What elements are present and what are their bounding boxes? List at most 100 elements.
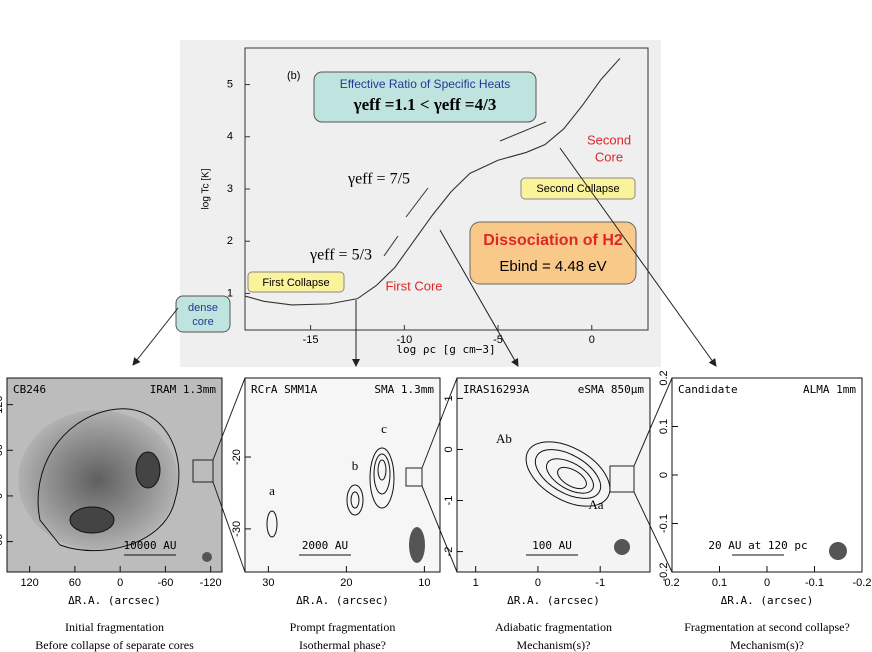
source-label: c [381, 421, 387, 436]
y-tick-label: 0.1 [658, 419, 670, 434]
x-axis-label: ΔR.A. (arcsec) [68, 594, 161, 607]
panel-frame [456, 377, 651, 573]
caption: Mechanism(s)? [730, 638, 804, 652]
panel-frame [6, 377, 223, 573]
y-tick-label: 120 [0, 395, 5, 413]
annotation: Ebind = 4.48 eV [499, 258, 606, 275]
y-tick-label: 3 [227, 183, 233, 195]
curve [244, 58, 621, 306]
source-label: b [352, 458, 359, 473]
y-tick-label: 5 [227, 78, 233, 90]
annotation: γeff =1.1 < γeff =4/3 [353, 95, 497, 114]
callout [175, 295, 231, 333]
annotation: core [192, 316, 213, 328]
caption: Prompt fragmentation [290, 620, 396, 634]
callout [247, 271, 345, 293]
y-tick-label: 2 [227, 235, 233, 247]
x-tick-label: 0 [535, 577, 541, 589]
annotation: γeff = 7/5 [347, 171, 410, 188]
y-tick-label: 0 [443, 446, 455, 452]
caption: Initial fragmentation [65, 620, 164, 634]
y-tick-label: -0.1 [658, 514, 670, 533]
annotation: Effective Ratio of Specific Heats [340, 77, 511, 91]
caption: Before collapse of separate cores [35, 638, 194, 652]
y-axis-label: log Tc [K] [201, 168, 212, 209]
panel-title: IRAS16293A [463, 383, 530, 396]
x-tick-label: -0.2 [853, 577, 872, 589]
source-label: a [269, 483, 275, 498]
y-tick-label: -1 [443, 496, 455, 506]
y-tick-label: -20 [231, 449, 243, 465]
annotation: Second [587, 132, 631, 147]
x-axis-label: ΔR.A. (arcsec) [296, 594, 389, 607]
panel-label: (b) [287, 70, 300, 82]
y-tick-label: -0.2 [658, 563, 670, 582]
x-tick-label: 30 [262, 577, 274, 589]
x-tick-label: 10 [418, 577, 430, 589]
zoom-lines [212, 377, 673, 573]
panel-images [7, 378, 862, 572]
panel-frame [244, 377, 441, 573]
panel-title: Candidate [678, 383, 738, 396]
gamma-segment [405, 187, 429, 218]
callout [469, 221, 637, 285]
caption: Mechanism(s)? [517, 638, 591, 652]
arrows [132, 147, 717, 367]
annotation: dense [188, 302, 218, 314]
x-axis-label: log ρc [g cm−3] [396, 343, 495, 356]
x-tick-label: -10 [396, 334, 412, 346]
x-tick-label: 0 [589, 334, 595, 346]
annotation: Core [595, 149, 623, 164]
y-tick-label: 1 [443, 395, 455, 401]
panel-title: IRAM 1.3mm [150, 383, 217, 396]
scale-label: 100 AU [532, 539, 572, 552]
y-tick-label: 0 [658, 472, 670, 478]
annotation: γeff = 5/3 [309, 247, 372, 264]
panel-title: SMA 1.3mm [374, 383, 434, 396]
x-tick-label: -5 [493, 334, 503, 346]
caption: Fragmentation at second collapse? [684, 620, 850, 634]
annotation: Dissociation of H2 [483, 232, 623, 249]
y-tick-label: -2 [443, 547, 455, 557]
callout [520, 177, 636, 200]
caption: Isothermal phase? [299, 638, 386, 652]
y-tick-label: -60 [0, 534, 5, 550]
caption: Adiabatic fragmentation [495, 620, 612, 634]
annotation: First Core [385, 278, 442, 293]
annotation: First Collapse [262, 277, 329, 289]
panel-title: ALMA 1mm [803, 383, 856, 396]
x-tick-label: 1 [473, 577, 479, 589]
y-tick-label: 0 [0, 493, 5, 499]
panel-title: CB246 [13, 383, 46, 396]
callout [313, 71, 537, 123]
x-tick-label: -0.1 [805, 577, 824, 589]
x-tick-label: 0.1 [712, 577, 727, 589]
source-label: Aa [588, 497, 603, 512]
x-tick-label: 0 [117, 577, 123, 589]
x-tick-label: -60 [157, 577, 173, 589]
panel-title: eSMA 850μm [578, 383, 645, 396]
x-tick-label: -15 [303, 334, 319, 346]
y-tick-label: 60 [0, 444, 5, 456]
panel-title: RCrA SMM1A [251, 383, 318, 396]
x-tick-label: -1 [595, 577, 605, 589]
y-tick-label: 1 [227, 287, 233, 299]
scale-label: 10000 AU [124, 539, 177, 552]
x-axis-label: ΔR.A. (arcsec) [507, 594, 600, 607]
x-tick-label: 60 [69, 577, 81, 589]
x-tick-label: -120 [200, 577, 222, 589]
gamma-segment [383, 235, 399, 257]
x-tick-label: 0.2 [664, 577, 679, 589]
y-tick-label: 0.2 [658, 370, 670, 385]
scale-label: 2000 AU [302, 539, 348, 552]
y-tick-label: 4 [227, 131, 233, 143]
scale-label: 20 AU at 120 pc [708, 539, 807, 552]
gamma-segment [499, 121, 547, 142]
x-tick-label: 20 [340, 577, 352, 589]
y-tick-label: -30 [231, 521, 243, 537]
x-tick-label: 120 [20, 577, 38, 589]
annotation: Second Collapse [536, 183, 619, 195]
x-tick-label: 0 [764, 577, 770, 589]
source-label: Ab [496, 431, 512, 446]
